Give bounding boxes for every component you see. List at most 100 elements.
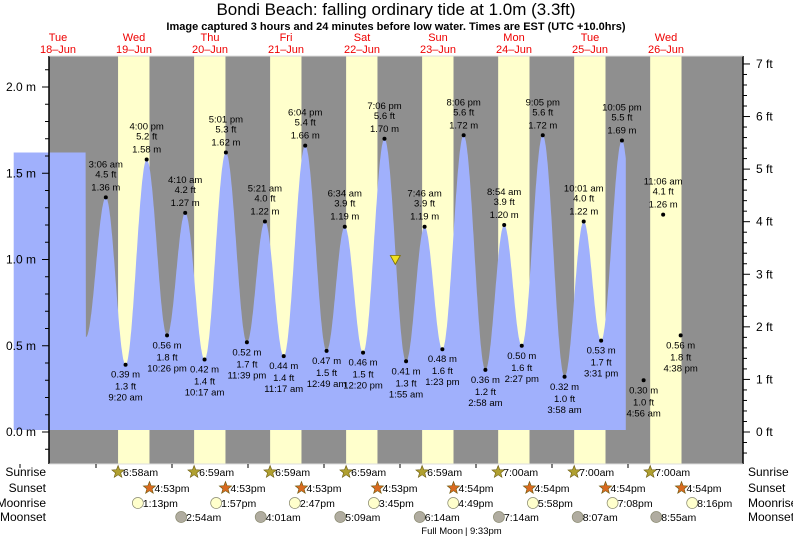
tide-time: 5:01 pm bbox=[209, 115, 243, 126]
tide-ft: 5.5 ft bbox=[611, 112, 632, 123]
tide-ft: 5.6 ft bbox=[453, 107, 474, 118]
high-tide-label: 4:00 pm5.2 ft 1.58 m bbox=[130, 121, 164, 155]
low-tide-label: 0.39 m1.3 ft9:20 am bbox=[108, 370, 142, 404]
moonrise-icon bbox=[686, 497, 699, 509]
high-tide-point bbox=[581, 219, 586, 224]
tide-ft: 1.6 ft bbox=[432, 366, 453, 377]
tide-ft: 4.1 ft bbox=[653, 187, 674, 198]
day-date: 24–Jun bbox=[496, 44, 532, 56]
tide-time: 10:05 pm bbox=[602, 102, 642, 113]
low-tide-point bbox=[404, 359, 409, 364]
high-tide-point bbox=[183, 210, 188, 215]
high-tide-label: 3:06 am4.5 ft 1.36 m bbox=[89, 159, 123, 193]
row-label-sunrise: Sunrise bbox=[5, 465, 46, 479]
tide-m: 1.22 m bbox=[569, 207, 598, 218]
tide-ft: 1.4 ft bbox=[273, 373, 294, 384]
high-tide-point bbox=[103, 195, 108, 200]
sunrise-icon bbox=[643, 464, 658, 478]
tide-ft: 4.5 ft bbox=[95, 169, 116, 180]
tide-time: 1:23 pm bbox=[425, 377, 459, 388]
tide-time: 3:31 pm bbox=[584, 369, 618, 380]
low-tide-point bbox=[324, 348, 329, 353]
y-tick-label-ft: 0 ft bbox=[756, 425, 773, 439]
low-tide-point bbox=[562, 374, 567, 379]
tide-ft: 5.6 ft bbox=[374, 111, 395, 122]
high-tide-point bbox=[303, 143, 308, 148]
tide-m: 1.72 m bbox=[449, 120, 478, 131]
moonrise-time: 1:13pm bbox=[143, 498, 178, 510]
sunset-time: 4:54pm bbox=[535, 483, 570, 495]
day-name: Mon bbox=[503, 32, 524, 44]
sunrise-icon bbox=[415, 464, 430, 478]
high-tide-point bbox=[461, 133, 466, 138]
tide-ft: 1.6 ft bbox=[511, 363, 532, 374]
daylight-band bbox=[650, 56, 682, 464]
moonrise-time: 8:16pm bbox=[697, 498, 732, 510]
day-name: Thu bbox=[201, 32, 220, 44]
day-date: 18–Jun bbox=[40, 44, 76, 56]
moonset-icon bbox=[413, 511, 426, 523]
y-tick-label-ft: 4 ft bbox=[756, 215, 773, 229]
tide-time: 4:56 am bbox=[626, 408, 660, 419]
day-date: 22–Jun bbox=[344, 44, 380, 56]
day-name: Sun bbox=[428, 32, 448, 44]
tide-time: 4:38 pm bbox=[664, 363, 698, 374]
moonrise-time: 1:57pm bbox=[221, 498, 256, 510]
high-tide-label: 8:06 pm5.6 ft 1.72 m bbox=[446, 97, 480, 131]
low-tide-point bbox=[165, 333, 170, 338]
sunrise-icon bbox=[491, 464, 506, 478]
day-date: 19–Jun bbox=[116, 44, 152, 56]
moonrise-icon bbox=[447, 497, 460, 509]
low-tide-point bbox=[519, 343, 524, 348]
sunset-icon bbox=[294, 480, 309, 494]
moonset-time: 8:07am bbox=[583, 512, 618, 524]
sunset-icon bbox=[446, 480, 461, 494]
day-name: Wed bbox=[123, 32, 145, 44]
day-name: Fri bbox=[280, 32, 293, 44]
sunset-icon bbox=[674, 480, 689, 494]
high-tide-point bbox=[422, 224, 427, 229]
row-label-right-moonrise: Moonrise bbox=[748, 496, 793, 510]
tide-m: 1.19 m bbox=[330, 212, 359, 223]
moonset-icon bbox=[571, 511, 584, 523]
high-tide-point bbox=[223, 150, 228, 155]
tide-time: 1:55 am bbox=[389, 389, 423, 400]
tide-time: 2:27 pm bbox=[505, 374, 539, 385]
high-tide-point bbox=[661, 212, 666, 217]
moonrise-icon bbox=[210, 497, 223, 509]
tide-ft: 5.2 ft bbox=[136, 131, 157, 142]
low-tide-point bbox=[123, 362, 128, 367]
tide-m: 1.62 m bbox=[211, 138, 240, 149]
moonrise-time: 7:08pm bbox=[618, 498, 653, 510]
tide-ft: 4.0 ft bbox=[254, 194, 275, 205]
tide-time: 12:20 pm bbox=[343, 381, 383, 392]
tide-ft: 1.8 ft bbox=[156, 352, 177, 363]
tide-m: 0.52 m bbox=[232, 347, 261, 358]
tide-m: 1.58 m bbox=[132, 144, 161, 155]
low-tide-point bbox=[599, 338, 604, 343]
sunset-time: 4:54pm bbox=[611, 483, 646, 495]
tide-time: 4:00 pm bbox=[130, 121, 164, 132]
sunset-icon bbox=[370, 480, 385, 494]
sunset-time: 4:53pm bbox=[306, 483, 341, 495]
y-tick-label-m: 2.0 m bbox=[6, 80, 36, 94]
tide-m: 0.46 m bbox=[349, 358, 378, 369]
tide-m: 0.44 m bbox=[269, 361, 298, 372]
tide-m: 1.72 m bbox=[528, 120, 557, 131]
tide-ft: 4.2 ft bbox=[175, 185, 196, 196]
tide-ft: 1.7 ft bbox=[591, 358, 612, 369]
tide-m: 1.26 m bbox=[649, 200, 678, 211]
tide-ft: 5.3 ft bbox=[215, 125, 236, 136]
row-label-moonset: Moonset bbox=[0, 510, 47, 524]
tide-ft: 1.3 ft bbox=[396, 378, 417, 389]
tide-time: 3:58 am bbox=[547, 405, 581, 416]
tide-time: 9:20 am bbox=[108, 393, 142, 404]
row-label-right-sunrise: Sunrise bbox=[748, 465, 789, 479]
low-tide-point bbox=[281, 354, 286, 359]
high-tide-label: 4:10 am4.2 ft 1.27 m bbox=[168, 175, 202, 209]
tide-time: 7:06 pm bbox=[367, 101, 401, 112]
moonrise-time: 2:47pm bbox=[300, 498, 335, 510]
